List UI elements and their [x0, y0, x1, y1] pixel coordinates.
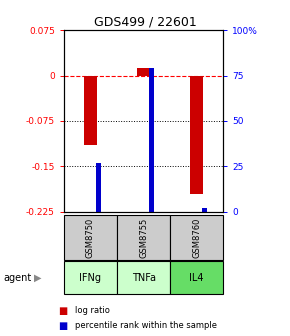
- Text: IL4: IL4: [189, 272, 204, 283]
- Text: GSM8760: GSM8760: [192, 217, 201, 258]
- Bar: [137, 68, 150, 76]
- Text: GSM8750: GSM8750: [86, 218, 95, 258]
- Bar: [96, 163, 101, 212]
- Text: GDS499 / 22601: GDS499 / 22601: [94, 15, 196, 28]
- Text: ▶: ▶: [34, 272, 41, 283]
- Text: GSM8755: GSM8755: [139, 218, 148, 258]
- Bar: [190, 76, 203, 194]
- Text: percentile rank within the sample: percentile rank within the sample: [75, 322, 218, 330]
- Text: ■: ■: [58, 306, 67, 316]
- Bar: [202, 208, 207, 212]
- Bar: [149, 68, 154, 212]
- Text: ■: ■: [58, 321, 67, 331]
- Text: agent: agent: [3, 272, 31, 283]
- Text: TNFa: TNFa: [132, 272, 155, 283]
- Bar: [84, 76, 97, 145]
- Text: IFNg: IFNg: [79, 272, 102, 283]
- Text: log ratio: log ratio: [75, 306, 110, 315]
